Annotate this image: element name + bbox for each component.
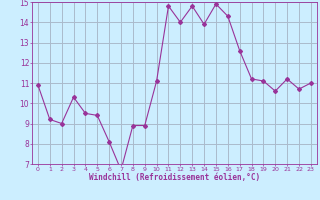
X-axis label: Windchill (Refroidissement éolien,°C): Windchill (Refroidissement éolien,°C) (89, 173, 260, 182)
